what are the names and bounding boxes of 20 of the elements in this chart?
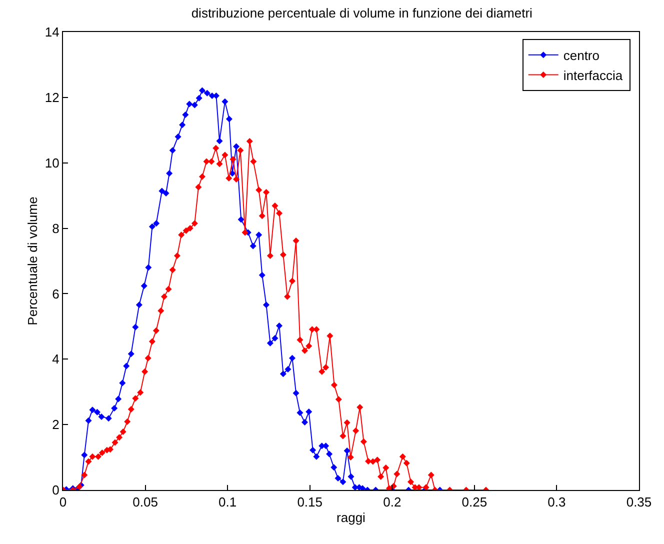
y-axis-title: Percentuale di volume — [24, 196, 40, 326]
x-tick-label: 0.2 — [383, 494, 402, 510]
y-tick-label: 12 — [44, 90, 60, 105]
x-tick-label: 0.15 — [297, 494, 323, 510]
legend-label: centro — [563, 48, 600, 63]
x-axis-title: raggi — [336, 510, 366, 526]
y-tick-label: 6 — [52, 286, 60, 302]
y-tick-label: 14 — [44, 24, 60, 40]
x-tick-label: 0.35 — [626, 494, 652, 510]
legend-label: interfaccia — [563, 68, 624, 83]
chart-title: distribuzione percentuale di volume in funzione dei diametri — [191, 5, 533, 20]
y-tick-label: 8 — [52, 220, 60, 236]
x-tick-label: 0.05 — [132, 494, 158, 510]
y-tick-label: 2 — [52, 417, 60, 432]
y-tick-label: 4 — [52, 352, 60, 367]
x-tick-label: 0.1 — [218, 494, 237, 510]
x-tick-label: 0.25 — [462, 494, 488, 510]
y-tick-label: 0 — [52, 482, 60, 498]
y-tick-label: 10 — [44, 155, 60, 170]
x-tick-label: 0.3 — [548, 494, 566, 510]
